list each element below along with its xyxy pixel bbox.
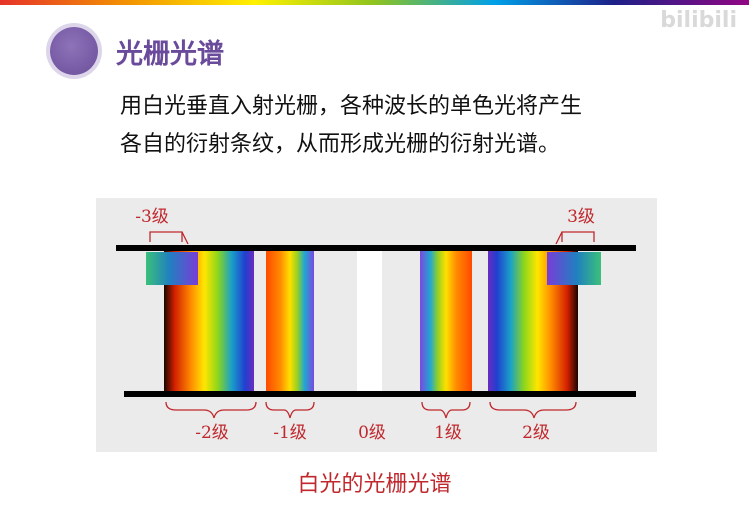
order-0-white-band	[357, 250, 382, 392]
order-label-plus-2: 2级	[522, 423, 550, 443]
grating-spectrum-diagram: -3级 3级 -2级 -1级 0级 1级 2级	[116, 207, 636, 443]
description-line-1: 用白光垂直入射光栅，各种波长的单色光将产生	[120, 94, 583, 119]
minus-3-pointer	[181, 231, 189, 245]
order-minus-1-spectrum	[266, 250, 314, 392]
minus-2-brace	[165, 401, 257, 419]
order-label-minus-3: -3级	[135, 207, 169, 227]
plus-3-pointer	[555, 231, 563, 245]
plus-3-bracket	[561, 231, 595, 242]
lower-black-line	[124, 391, 636, 397]
bilibili-watermark: bilibili	[660, 8, 737, 33]
order-label-plus-1: 1级	[434, 423, 462, 443]
order-3-spectrum	[547, 252, 601, 285]
order-label-minus-2: -2级	[195, 423, 229, 443]
order-minus-3-spectrum	[146, 252, 198, 285]
order-1-spectrum	[420, 250, 472, 392]
title-bullet-icon	[50, 27, 98, 75]
order-label-0: 0级	[358, 423, 386, 443]
upper-black-line	[116, 245, 636, 251]
diagram-caption: 白光的光栅光谱	[297, 472, 452, 497]
order-label-plus-3: 3级	[567, 207, 595, 227]
description-text: 用白光垂直入射光栅，各种波长的单色光将产生 各自的衍射条纹，从而形成光栅的衍射光…	[120, 88, 680, 164]
description-line-2: 各自的衍射条纹，从而形成光栅的衍射光谱。	[120, 132, 561, 157]
plus-1-brace	[421, 401, 471, 419]
rainbow-top-bar	[0, 0, 749, 5]
slide-title-block: 光栅光谱	[50, 24, 224, 78]
minus-3-bracket	[149, 231, 183, 242]
plus-2-brace	[489, 401, 577, 419]
spectrum-diagram-panel: -3级 3级 -2级 -1级 0级 1级 2级	[96, 198, 657, 452]
slide-title: 光栅光谱	[116, 38, 224, 70]
minus-1-brace	[265, 401, 315, 419]
order-label-minus-1: -1级	[273, 423, 307, 443]
